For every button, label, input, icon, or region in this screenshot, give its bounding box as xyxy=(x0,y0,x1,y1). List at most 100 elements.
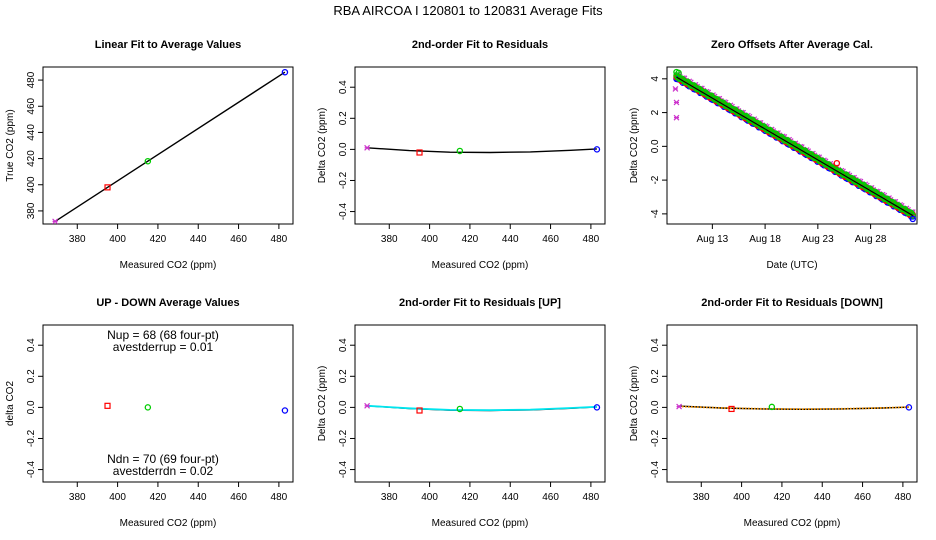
x-axis-label: Measured CO2 (ppm) xyxy=(432,260,529,271)
panel-5: 2nd-order Fit to Residuals [UP] 380 400 420… xyxy=(317,297,606,529)
x-tick-label: 440 xyxy=(502,492,519,503)
data-point xyxy=(144,404,152,411)
y-tick-label: 0.0 xyxy=(650,400,661,414)
x-tick-label: 480 xyxy=(583,492,600,503)
y-tick-label: 0.0 xyxy=(338,142,349,156)
x-tick-label: 420 xyxy=(150,492,167,503)
panel-3: Zero Offsets After Average Cal. Aug 13 Aug… xyxy=(629,39,918,271)
plot-frame xyxy=(42,324,294,483)
x-tick-label: Aug 28 xyxy=(855,234,887,245)
y-tick-label: 380 xyxy=(26,202,37,219)
y-tick-label: 460 xyxy=(26,97,37,114)
x-tick-label: 460 xyxy=(542,234,559,245)
y-tick-label: 480 xyxy=(26,71,37,88)
x-tick-label: 460 xyxy=(230,492,247,503)
x-tick-label: 480 xyxy=(895,492,912,503)
y-tick-label: 440 xyxy=(26,124,37,141)
panel-title: Zero Offsets After Average Cal. xyxy=(711,39,873,51)
data-point xyxy=(833,159,841,167)
y-tick-label: 0.4 xyxy=(338,80,349,94)
x-tick-label: 380 xyxy=(69,234,86,245)
x-axis-label: Measured CO2 (ppm) xyxy=(120,260,217,271)
panel-1: Linear Fit to Average Values 380 400 420 440… xyxy=(5,39,294,271)
x-tick-label: 440 xyxy=(814,492,831,503)
y-tick-label: 2 xyxy=(650,109,661,115)
x-tick-label: Aug 18 xyxy=(749,234,781,245)
data-point xyxy=(593,146,601,153)
x-tick-label: Aug 13 xyxy=(697,234,729,245)
y-tick-label: 0.2 xyxy=(338,369,349,383)
y-tick-label: 0.4 xyxy=(650,338,661,352)
panel-title: 2nd-order Fit to Residuals [UP] xyxy=(399,297,561,309)
x-tick-label: 420 xyxy=(462,492,479,503)
annotation: Nup = 68 (68 four-pt) xyxy=(107,328,219,342)
data-point xyxy=(144,157,152,165)
x-tick-label: 440 xyxy=(502,234,519,245)
y-tick-label: -0.2 xyxy=(26,429,37,447)
panel-2: 2nd-order Fit to Residuals 380 400 420 440 46… xyxy=(317,39,606,271)
panel-title: 2nd-order Fit to Residuals [DOWN] xyxy=(701,297,883,309)
y-tick-label: -0.4 xyxy=(338,461,349,479)
x-axis-label: Measured CO2 (ppm) xyxy=(432,518,529,529)
y-tick-label: 0.2 xyxy=(650,369,661,383)
data-point xyxy=(909,212,917,219)
y-axis-label: Delta CO2 (ppm) xyxy=(629,108,640,184)
data-point xyxy=(364,144,371,151)
x-tick-label: 420 xyxy=(774,492,791,503)
data-point xyxy=(728,405,735,413)
x-axis-label: Date (UTC) xyxy=(766,260,817,271)
data-point xyxy=(416,407,423,414)
data-point xyxy=(673,114,680,121)
plot-frame xyxy=(354,66,606,225)
data-point xyxy=(104,184,111,191)
y-axis-label: True CO2 (ppm) xyxy=(5,109,16,181)
panel-6: 2nd-order Fit to Residuals [DOWN] 380 400 4… xyxy=(629,297,918,529)
y-tick-label: -0.2 xyxy=(338,429,349,447)
y-tick-label: 0.2 xyxy=(26,369,37,383)
x-tick-label: 460 xyxy=(230,234,247,245)
y-tick-label: -0.2 xyxy=(338,171,349,189)
y-tick-label: -0.4 xyxy=(338,203,349,221)
data-point xyxy=(905,404,913,411)
plot-frame xyxy=(354,324,606,483)
x-tick-label: 380 xyxy=(69,492,86,503)
data-point xyxy=(364,402,371,409)
data-point xyxy=(104,402,111,409)
x-axis-label: Measured CO2 (ppm) xyxy=(120,518,217,529)
x-tick-label: 380 xyxy=(693,492,710,503)
y-axis-label: Delta CO2 (ppm) xyxy=(629,366,640,442)
data-point xyxy=(456,405,464,413)
y-tick-label: 0.0 xyxy=(338,400,349,414)
data-point xyxy=(52,218,59,225)
y-tick-label: 0.0 xyxy=(26,400,37,414)
panel-title: 2nd-order Fit to Residuals xyxy=(412,39,548,51)
annotation: avestderrup = 0.01 xyxy=(113,340,214,354)
x-tick-label: 460 xyxy=(854,492,871,503)
data-point xyxy=(909,215,917,223)
x-tick-label: 420 xyxy=(150,234,167,245)
x-tick-label: 380 xyxy=(381,234,398,245)
data-point xyxy=(673,99,680,106)
data-point xyxy=(281,68,289,76)
data-point xyxy=(456,147,464,155)
y-tick-label: -0.4 xyxy=(650,461,661,479)
annotation: Ndn = 70 (69 four-pt) xyxy=(107,452,219,466)
y-axis-label: delta CO2 xyxy=(5,381,16,426)
x-tick-label: 420 xyxy=(462,234,479,245)
x-tick-label: Aug 23 xyxy=(802,234,834,245)
y-tick-label: -0.4 xyxy=(26,461,37,479)
y-tick-label: 4 xyxy=(650,76,661,82)
x-tick-label: 400 xyxy=(733,492,750,503)
y-tick-label: -0.2 xyxy=(650,429,661,447)
x-tick-label: 400 xyxy=(109,492,126,503)
y-tick-label: 0.4 xyxy=(26,338,37,352)
x-tick-label: 380 xyxy=(381,492,398,503)
data-point xyxy=(676,403,683,410)
x-tick-label: 400 xyxy=(109,234,126,245)
x-tick-label: 440 xyxy=(190,492,207,503)
data-point xyxy=(416,149,423,156)
x-axis-label: Measured CO2 (ppm) xyxy=(744,518,841,529)
x-tick-label: 480 xyxy=(583,234,600,245)
panel-title: Linear Fit to Average Values xyxy=(95,39,242,51)
